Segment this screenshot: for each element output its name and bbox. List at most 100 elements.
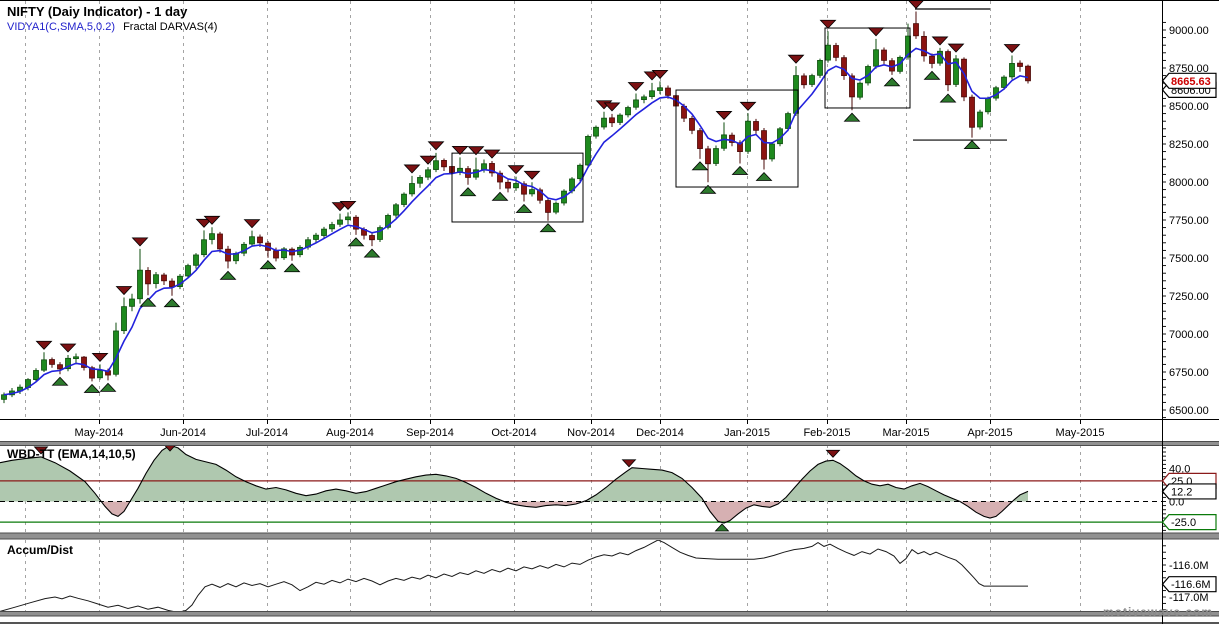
candle-body — [345, 216, 351, 221]
month-label: Mar-2015 — [882, 427, 929, 439]
candle-body — [321, 228, 327, 236]
month-label: May-2015 — [1056, 427, 1105, 439]
price-axis-label: 7000.00 — [1169, 329, 1209, 341]
price-panel[interactable] — [1, 0, 1081, 419]
month-label: Aug-2014 — [326, 427, 374, 439]
buy-fractal-triangle-icon — [459, 187, 477, 197]
candle-body — [1025, 65, 1031, 82]
sell-fractal-triangle-icon — [115, 286, 133, 296]
sell-fractal-triangle-icon — [1003, 44, 1021, 54]
buy-fractal-triangle-icon — [515, 203, 533, 213]
buy-fractal-triangle-icon — [714, 523, 730, 532]
buy-fractal-triangle-icon — [963, 140, 981, 150]
sell-fractal-triangle-icon — [203, 215, 221, 225]
wbdtt-curve — [0, 445, 1029, 524]
price-axis-label: 7250.00 — [1169, 291, 1209, 303]
candle-body — [121, 306, 127, 332]
candle-body — [353, 216, 359, 230]
sell-fractal-triangle-icon — [739, 101, 757, 111]
candle-body — [729, 134, 735, 143]
candle-body — [801, 75, 807, 86]
candle-body — [553, 202, 559, 213]
candle-body — [65, 357, 71, 370]
price-axis-label: 8500.00 — [1169, 101, 1209, 113]
buy-fractal-triangle-icon — [83, 383, 101, 393]
candle-body — [385, 215, 391, 228]
candle-body — [705, 148, 711, 165]
sell-fractal-triangle-icon — [195, 218, 213, 228]
candle-body — [833, 45, 839, 58]
oscillator-tag — [1161, 483, 1217, 500]
sell-fractal-triangle-icon — [483, 149, 501, 159]
buy-fractal-triangle-icon — [163, 298, 181, 308]
candle-body — [161, 274, 167, 282]
candle-body — [337, 219, 343, 225]
candle-body — [409, 183, 415, 195]
price-axis[interactable]: 9000.00 8750.00 8500.00 8250.00 8000.00 7750.… — [1162, 21, 1209, 611]
candle-body — [585, 135, 591, 166]
last-price-tag-text: 8665.63 — [1171, 76, 1211, 88]
oscillator-tag — [1161, 514, 1217, 531]
sell-fractal-triangle-icon — [131, 237, 149, 247]
buy-fractal-triangle-icon — [347, 237, 365, 247]
candle-body — [969, 96, 975, 128]
month-label: May-2014 — [75, 427, 124, 439]
price-axis-label: 9000.00 — [1169, 25, 1209, 37]
candle-body — [401, 193, 407, 205]
sell-fractal-triangle-icon — [467, 146, 485, 156]
month-label: Jul-2014 — [246, 427, 288, 439]
candle-body — [977, 111, 983, 128]
candle-body — [425, 169, 431, 178]
accum-axis-label: -116.0M — [1169, 560, 1209, 572]
candle-body — [153, 274, 159, 284]
price-axis-label: 7750.00 — [1169, 215, 1209, 227]
panel-separator-3[interactable] — [0, 611, 1219, 617]
candle-body — [881, 49, 887, 61]
buy-fractal-triangle-icon — [99, 382, 117, 392]
candle-body — [193, 254, 199, 266]
month-label: Nov-2014 — [567, 427, 615, 439]
darvas-box — [675, 89, 799, 188]
candle-body — [393, 204, 399, 216]
candle-body — [769, 143, 775, 160]
vidya-line — [3, 47, 1029, 396]
candle-body — [537, 189, 543, 201]
candle-body — [201, 239, 207, 256]
sell-fractal-triangle-icon — [603, 102, 621, 112]
candle-body — [129, 298, 135, 307]
candle-body — [521, 183, 527, 195]
sell-fractal-triangle-icon — [427, 141, 445, 151]
sell-fractal-triangle-icon — [819, 19, 837, 29]
sell-fractal-triangle-icon — [451, 145, 469, 155]
sell-fractal-triangle-icon — [931, 36, 949, 46]
accum-dist-tag-text: -116.6M — [1171, 579, 1211, 591]
candle-body — [809, 75, 815, 85]
buy-fractal-triangle-icon — [731, 165, 749, 175]
candle-body — [369, 235, 375, 241]
candle-body — [481, 163, 487, 170]
oscillator-panel[interactable] — [0, 445, 1162, 532]
price-axis-label: 8250.00 — [1169, 139, 1209, 151]
candle-body — [617, 114, 623, 123]
sell-fractal-triangle-icon — [715, 111, 733, 121]
month-label: Feb-2015 — [803, 427, 850, 439]
candle-body — [137, 269, 143, 300]
panel-separator-1[interactable] — [0, 441, 1219, 446]
candle-body — [545, 200, 551, 213]
candle-body — [281, 248, 287, 259]
candle-body — [945, 51, 951, 86]
candle-body — [1017, 62, 1023, 67]
candle-body — [985, 98, 991, 113]
candle-body — [649, 90, 655, 97]
sell-fractal-triangle-icon — [787, 54, 805, 64]
accum-dist-panel[interactable] — [0, 540, 1081, 612]
candle-body — [33, 370, 39, 381]
candle-body — [929, 55, 935, 64]
candle-body — [1009, 63, 1015, 78]
panel-separator-2[interactable] — [0, 532, 1219, 540]
candle-body — [489, 163, 495, 174]
candle-body — [249, 236, 255, 245]
month-label: Dec-2014 — [636, 427, 684, 439]
buy-fractal-triangle-icon — [691, 161, 709, 171]
